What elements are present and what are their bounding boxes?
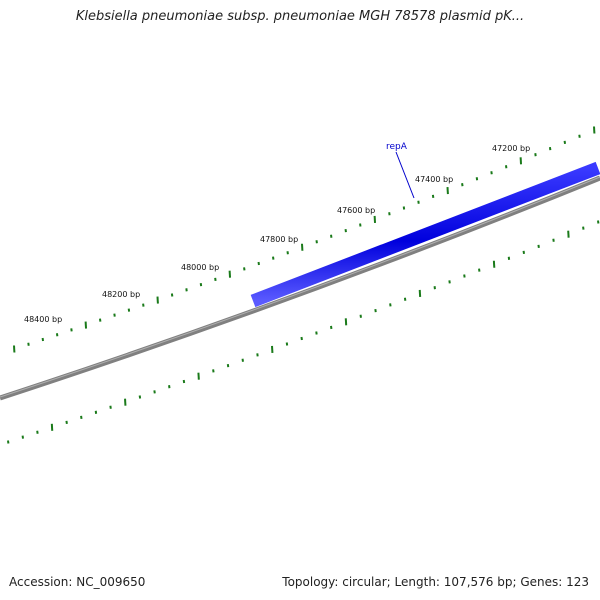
outer-tick-track [13, 126, 596, 353]
gene-repA[interactable] [250, 161, 600, 308]
map-title: Klebsiella pneumoniae subsp. pneumoniae … [75, 9, 525, 24]
accession-text: Accession: NC_009650 [9, 575, 146, 589]
gene-track: repA [250, 142, 600, 308]
gene-label-repA[interactable]: repA [386, 142, 408, 152]
tick-label: 47200 bp [492, 144, 530, 153]
tick-labels: 47200 bp 47400 bp 47600 bp 47800 bp 4800… [24, 144, 530, 324]
plasmid-backbone [0, 175, 600, 401]
plasmid-backbone-highlight [0, 176, 600, 398]
gene-repA-leader [395, 151, 415, 199]
tick-label: 47400 bp [415, 175, 453, 184]
tick-label: 48400 bp [24, 315, 62, 324]
summary-text: Topology: circular; Length: 107,576 bp; … [282, 575, 589, 589]
inner-tick-track [7, 220, 600, 444]
tick-label: 47600 bp [337, 206, 375, 215]
tick-label: 48000 bp [181, 263, 219, 272]
tick-label: 48200 bp [102, 290, 140, 299]
tick-label: 47800 bp [260, 235, 298, 244]
